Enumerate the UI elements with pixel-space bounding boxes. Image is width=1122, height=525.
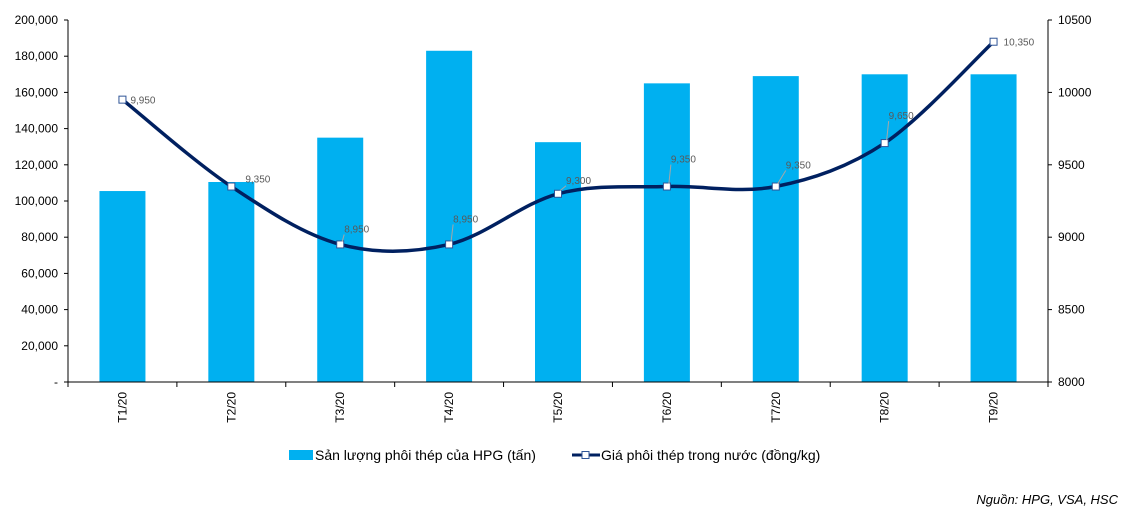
- right-tick-label: 10500: [1058, 13, 1092, 27]
- source-note: Nguồn: HPG, VSA, HSC: [976, 492, 1118, 507]
- price-data-label: 9,650: [889, 111, 914, 122]
- price-marker-T8/20: [880, 139, 889, 148]
- bar-T4/20: [426, 50, 473, 383]
- bar-T1/20: [99, 191, 146, 382]
- legend-label-bar: Sản lượng phôi thép của HPG (tấn): [315, 447, 536, 463]
- left-tick-label: 160,000: [15, 85, 59, 99]
- left-tick-label: 60,000: [21, 266, 58, 280]
- price-data-label: 9,350: [671, 155, 696, 166]
- x-tick-label: T3/20: [333, 392, 347, 423]
- bar-T8/20: [861, 74, 908, 383]
- price-data-label: 10,350: [1004, 38, 1035, 49]
- legend-swatch-bar: [289, 450, 313, 460]
- legend-label-line: Giá phôi thép trong nước (đồng/kg): [601, 447, 820, 463]
- data-label-leader: [559, 185, 567, 192]
- x-tick-label: T1/20: [115, 392, 129, 423]
- x-tick-label: T8/20: [878, 392, 892, 423]
- right-tick-label: 8000: [1058, 375, 1085, 389]
- price-data-label: 9,950: [130, 96, 155, 107]
- left-tick-label: 120,000: [15, 158, 59, 172]
- bar-T9/20: [970, 74, 1017, 383]
- left-tick-label: 100,000: [15, 194, 59, 208]
- x-tick-label: T4/20: [442, 392, 456, 423]
- x-tick-label: T7/20: [769, 392, 783, 423]
- data-label-leader: [886, 121, 890, 141]
- left-tick-label: 80,000: [21, 230, 58, 244]
- bar-T3/20: [317, 137, 364, 382]
- x-tick-label: T6/20: [660, 392, 674, 423]
- legend-marker-icon: [581, 451, 590, 459]
- price-marker-T1/20: [118, 95, 127, 104]
- right-tick-label: 10000: [1058, 85, 1092, 99]
- price-marker-T5/20: [554, 189, 562, 198]
- price-marker-T4/20: [445, 240, 454, 249]
- left-tick-label: -: [54, 375, 58, 389]
- right-tick-label: 8500: [1058, 303, 1085, 317]
- bar-T7/20: [752, 76, 799, 383]
- x-tick-label: T9/20: [987, 392, 1001, 423]
- left-tick-label: 180,000: [15, 49, 59, 63]
- price-data-label: 9,350: [245, 175, 270, 186]
- data-label-leader: [777, 170, 787, 184]
- price-marker-T9/20: [989, 37, 998, 46]
- price-data-label: 9,300: [566, 176, 591, 187]
- data-label-leader: [668, 164, 672, 184]
- price-marker-T2/20: [227, 182, 236, 191]
- data-label-leader: [450, 224, 454, 242]
- bar-T6/20: [643, 83, 690, 382]
- data-label-leader: [341, 234, 345, 242]
- price-marker-T7/20: [771, 182, 780, 191]
- bar-T2/20: [208, 181, 255, 382]
- bar-T5/20: [535, 142, 581, 382]
- price-data-label: 9,350: [786, 161, 811, 172]
- x-tick-label: T5/20: [551, 392, 565, 423]
- price-data-label: 8,950: [453, 214, 478, 225]
- left-tick-label: 140,000: [15, 122, 59, 136]
- right-tick-label: 9500: [1058, 158, 1085, 172]
- left-tick-label: 40,000: [21, 303, 58, 317]
- price-marker-T6/20: [662, 182, 671, 191]
- right-tick-label: 9000: [1058, 230, 1085, 244]
- left-tick-label: 200,000: [15, 13, 59, 27]
- left-tick-label: 20,000: [21, 339, 58, 353]
- x-tick-label: T2/20: [224, 392, 238, 423]
- price-marker-T3/20: [336, 240, 345, 249]
- price-data-label: 8,950: [344, 224, 369, 235]
